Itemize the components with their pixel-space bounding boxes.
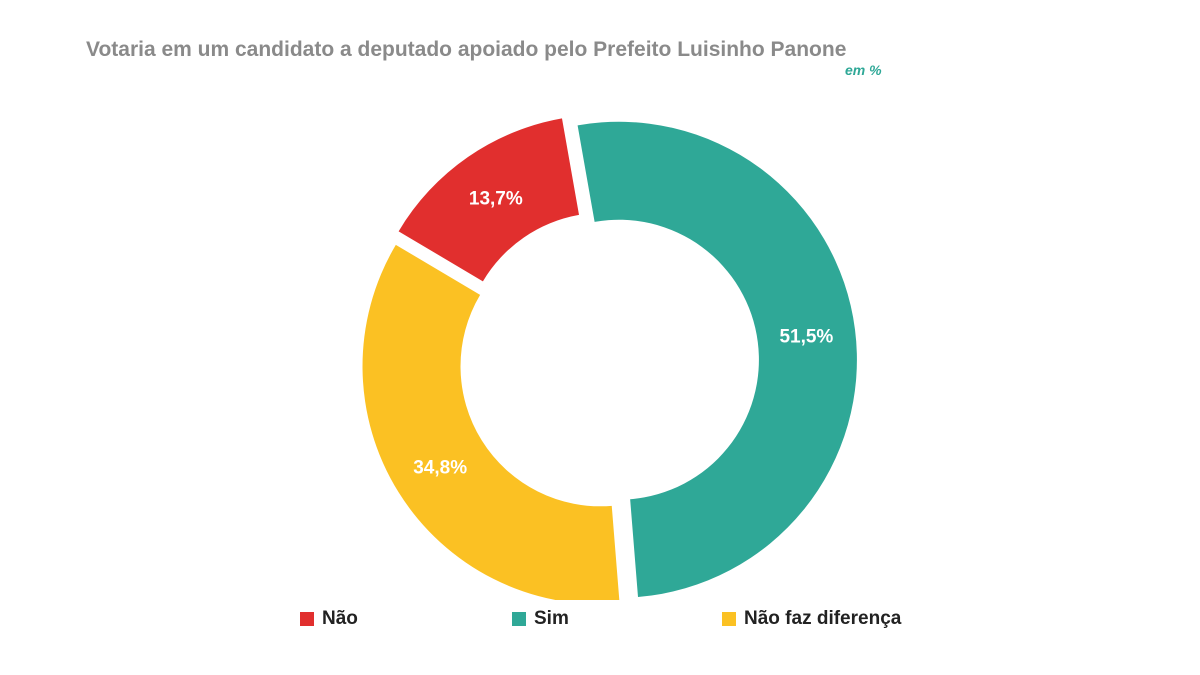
legend-swatch-nao [300, 612, 314, 626]
slice-sim [577, 121, 857, 597]
legend-item-nao-faz-diferenca: Não faz diferença [722, 608, 901, 630]
slice-label-nao-faz-diferenca: 34,8% [413, 457, 467, 478]
slice-nao [398, 118, 580, 282]
legend-label-nao-faz-diferenca: Não faz diferença [744, 608, 902, 629]
legend-swatch-nao-faz-diferenca [722, 612, 736, 626]
legend-item-sim: Sim [512, 608, 569, 630]
chart-title: Votaria em um candidato a deputado apoia… [86, 38, 847, 61]
chart-legend: Não Sim Não faz diferença [0, 608, 1200, 634]
legend-item-nao: Não [300, 608, 358, 630]
chart-subtitle: em % [845, 62, 882, 78]
slice-label-sim: 51,5% [779, 327, 833, 348]
legend-label-sim: Sim [534, 608, 569, 629]
legend-label-nao: Não [322, 608, 358, 629]
donut-chart: 51,5% 34,8% 13,7% [362, 118, 857, 600]
legend-swatch-sim [512, 612, 526, 626]
slice-nao-faz-diferenca [362, 244, 620, 600]
slice-label-nao: 13,7% [469, 188, 523, 209]
